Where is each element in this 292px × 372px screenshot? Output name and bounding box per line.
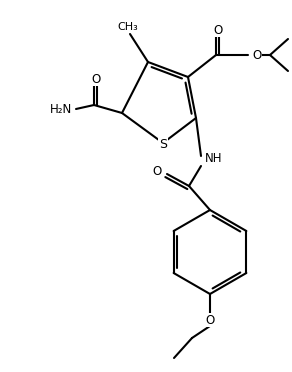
Text: O: O	[153, 164, 162, 177]
Text: NH: NH	[205, 151, 223, 164]
Text: O: O	[252, 48, 261, 61]
Text: O: O	[205, 314, 215, 327]
Text: O: O	[213, 23, 223, 36]
Text: CH₃: CH₃	[118, 22, 138, 32]
Text: O: O	[91, 73, 101, 86]
Text: H₂N: H₂N	[50, 103, 72, 115]
Text: S: S	[159, 138, 167, 151]
